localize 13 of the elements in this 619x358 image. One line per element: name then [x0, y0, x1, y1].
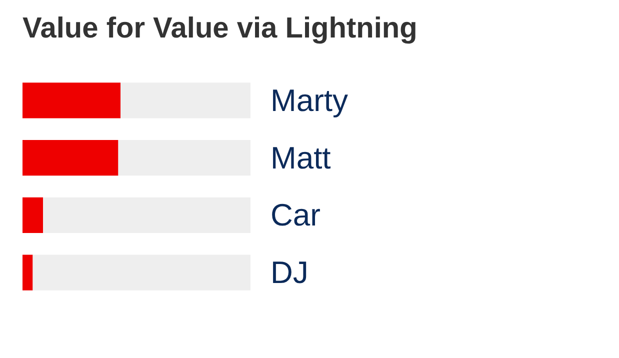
- bar: [120, 82, 250, 118]
- bar: [22, 140, 118, 176]
- y-tick-label: Marty: [270, 82, 348, 118]
- bar: [32, 254, 250, 290]
- bar: [22, 254, 33, 290]
- bar: [118, 140, 250, 176]
- chart-title: Value for Value via Lightning: [22, 12, 418, 44]
- y-tick-label: Car: [270, 198, 320, 233]
- bar: [43, 197, 250, 233]
- y-tick-label: DJ: [270, 255, 308, 290]
- y-tick-label: Matt: [270, 140, 332, 176]
- bar: [22, 82, 121, 118]
- bar: [22, 197, 44, 233]
